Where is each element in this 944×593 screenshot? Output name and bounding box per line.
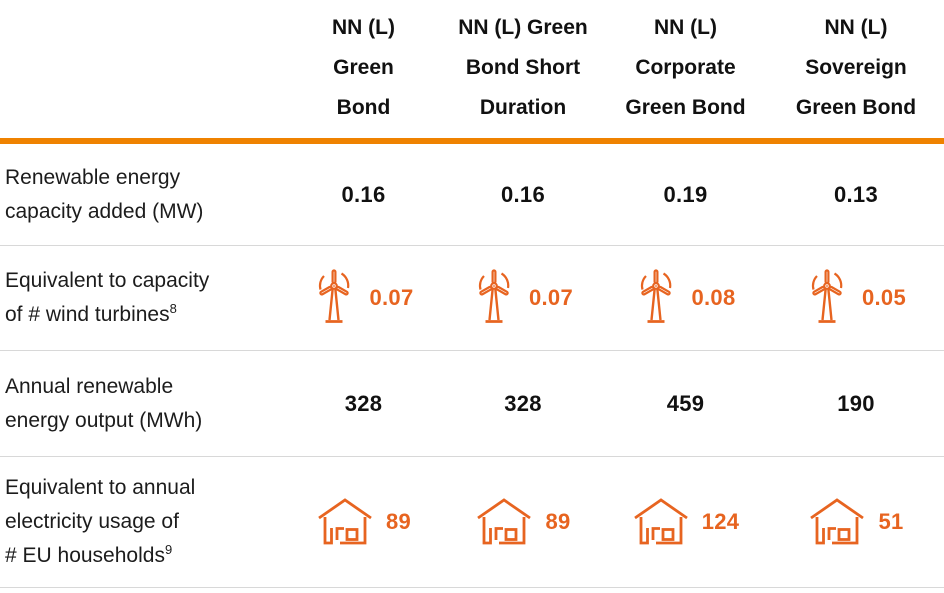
column-header-line: Green Bond	[625, 96, 746, 119]
row-label-line: Equivalent to capacity	[5, 269, 210, 292]
row-label: Renewable energy capacity added (MW)	[0, 161, 284, 229]
value-cell: 0.16	[443, 182, 603, 208]
row-label-line: of # wind turbines8	[5, 298, 284, 332]
column-header-green-bond: NN (L) Green Bond	[284, 8, 443, 128]
metric-value: 89	[385, 509, 412, 534]
value-cell: 0.13	[768, 182, 944, 208]
metric-value: 190	[837, 390, 875, 416]
column-header-line: NN (L)	[824, 16, 888, 39]
metric-value: 0.13	[833, 181, 879, 207]
table-row-renewable-capacity: Renewable energy capacity added (MW) 0.1…	[0, 144, 944, 246]
house-icon	[316, 497, 374, 547]
metric-value: 0.05	[861, 285, 907, 310]
metric-value: 0.16	[341, 181, 386, 207]
house-icon	[475, 497, 533, 547]
value-cell: 459	[603, 391, 768, 417]
column-header-line: Green	[333, 56, 394, 79]
row-label: Equivalent to capacity of # wind turbine…	[0, 264, 284, 332]
value-cell: 190	[768, 391, 944, 417]
house-icon	[632, 497, 690, 547]
row-label-text: of # wind turbines	[5, 303, 170, 326]
column-header-line: Sovereign	[805, 56, 907, 79]
table-header-row: NN (L) Green Bond NN (L) Green Bond Shor…	[0, 0, 944, 144]
value-cell: 51	[768, 497, 944, 547]
value-cell: 328	[284, 391, 443, 417]
metric-value: 124	[701, 509, 740, 534]
value-cell: 0.07	[443, 267, 603, 329]
column-header-line: Duration	[479, 96, 567, 119]
metric-value: 0.19	[663, 181, 708, 207]
metric-value: 0.08	[691, 285, 736, 310]
column-header-corporate-green-bond: NN (L) Corporate Green Bond	[603, 8, 768, 128]
metric-value: 0.16	[500, 181, 546, 207]
column-header-green-bond-short-duration: NN (L) Green Bond Short Duration	[443, 8, 603, 128]
row-label: Equivalent to annual electricity usage o…	[0, 471, 284, 573]
column-header-line: Corporate	[635, 56, 736, 79]
wind-turbine-icon	[313, 267, 357, 329]
row-label: Annual renewable energy output (MWh)	[0, 370, 284, 438]
row-label-line: capacity added (MW)	[5, 199, 204, 223]
row-label-line: # EU households9	[5, 539, 284, 573]
value-cell: 0.08	[603, 267, 768, 329]
row-label-line: energy output (MWh)	[5, 408, 203, 432]
row-label-text: # EU households	[5, 544, 165, 567]
house-icon	[808, 497, 866, 547]
table-row-annual-output: Annual renewable energy output (MWh) 328…	[0, 351, 944, 457]
metric-value: 0.07	[528, 285, 574, 310]
column-header-line: Green Bond	[795, 96, 917, 119]
footnote-marker: 9	[164, 542, 173, 557]
value-cell: 124	[603, 497, 768, 547]
value-cell: 0.16	[284, 182, 443, 208]
footnote-marker: 8	[169, 301, 177, 316]
table-row-eu-households: Equivalent to annual electricity usage o…	[0, 457, 944, 588]
column-header-line: NN (L) Green	[458, 16, 588, 39]
column-header-sovereign-green-bond: NN (L) Sovereign Green Bond	[768, 8, 944, 128]
metric-value: 89	[545, 509, 571, 534]
metric-value: 328	[344, 390, 383, 416]
value-cell: 89	[284, 497, 443, 547]
value-cell: 328	[443, 391, 603, 417]
wind-turbine-icon	[635, 267, 679, 329]
value-cell: 0.19	[603, 182, 768, 208]
metric-value: 459	[666, 390, 705, 416]
metric-value: 0.07	[369, 285, 414, 310]
metric-value: 51	[878, 509, 904, 534]
wind-turbine-icon	[806, 267, 850, 329]
row-label-line: Renewable energy	[5, 165, 181, 189]
table-row-wind-turbines: Equivalent to capacity of # wind turbine…	[0, 246, 944, 351]
wind-turbine-icon	[473, 267, 517, 329]
row-label-line: electricity usage of	[5, 510, 179, 533]
value-cell: 0.07	[284, 267, 443, 329]
column-header-line: Bond Short	[465, 56, 581, 79]
row-label-line: Annual renewable	[5, 374, 174, 398]
column-header-line: NN (L)	[654, 16, 717, 39]
column-header-line: Bond	[336, 96, 391, 119]
row-label-line: Equivalent to annual	[5, 476, 196, 499]
column-header-line: NN (L)	[332, 16, 395, 39]
value-cell: 0.05	[768, 267, 944, 329]
value-cell: 89	[443, 497, 603, 547]
metric-value: 328	[504, 390, 542, 416]
